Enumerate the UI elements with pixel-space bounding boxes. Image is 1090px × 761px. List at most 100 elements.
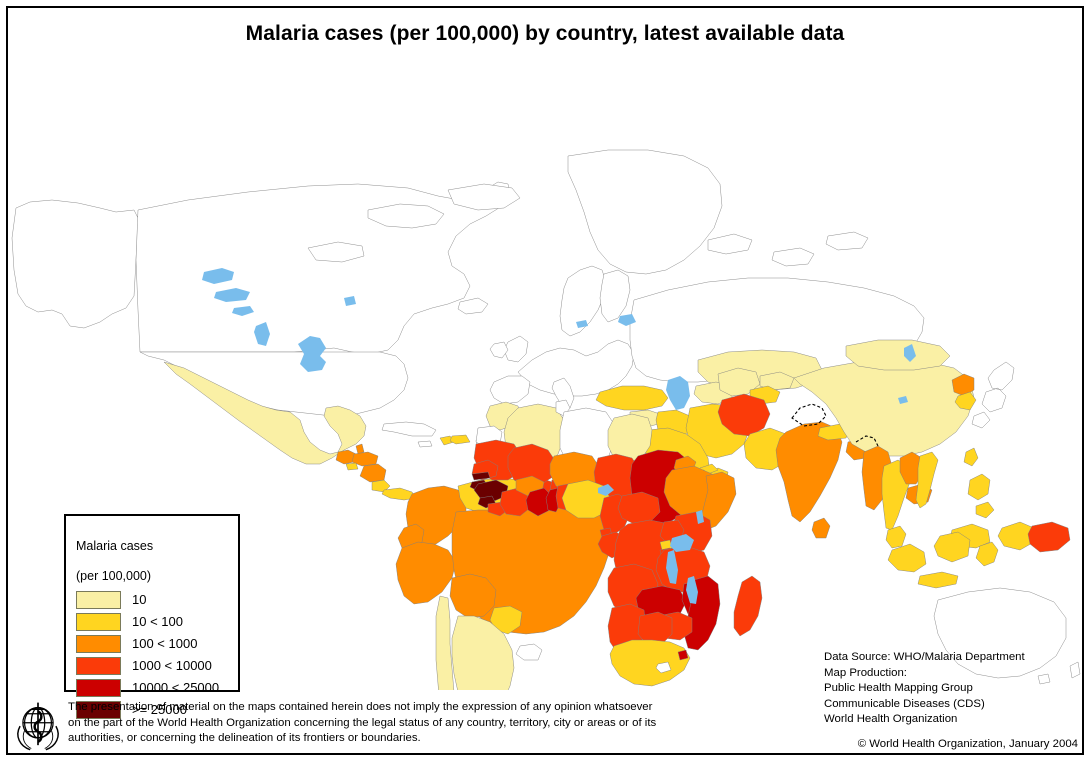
disputed-jammu-border (855, 435, 879, 447)
credits-text: Data Source: WHO/Malaria Department Map … (824, 650, 1076, 728)
region-east-asia (861, 344, 1081, 685)
legend-label: 1000 < 10000 (132, 658, 212, 673)
legend-label: 100 < 1000 (132, 636, 198, 651)
country-costa-rica (371, 479, 391, 493)
country-ghana (525, 487, 553, 517)
legend-swatch (76, 612, 121, 631)
disclaimer-text: The presentation of material on the maps… (68, 700, 668, 747)
country-guinea (473, 479, 509, 503)
lake-chad (598, 484, 614, 496)
legend-label: 10000 < 25000 (132, 680, 220, 695)
country-paraguay (489, 605, 523, 635)
legend-label: >= 25000 (132, 702, 187, 717)
lake-tanganyika (666, 550, 678, 584)
country-south-africa (609, 639, 691, 687)
legend-swatch (76, 700, 121, 719)
region-south-america (395, 477, 613, 690)
country-iceland (457, 297, 489, 315)
legend-label: 10 < 100 (132, 614, 183, 629)
country-jamaica (417, 440, 433, 448)
legend-row: 10000 < 25000 (76, 677, 238, 698)
legend-swatch (76, 634, 121, 653)
credits-line-2: Map Production: (824, 666, 907, 679)
country-philippines (967, 473, 995, 519)
country-tasmania (1037, 673, 1051, 685)
country-mongolia (845, 339, 951, 371)
country-new-zealand (1069, 661, 1081, 679)
country-argentina (451, 615, 515, 690)
credits-line-1: Data Source: WHO/Malaria Department (824, 651, 1025, 663)
country-australia (933, 587, 1067, 679)
country-sri-lanka (811, 517, 831, 539)
country-japan (971, 361, 1015, 429)
country-south-korea (954, 391, 977, 411)
map-legend: Malaria cases (per 100,000) 10 10 < 100 … (64, 514, 240, 719)
credits-line-4: Communicable Diseases (CDS) (824, 697, 985, 710)
legend-swatch (76, 590, 121, 609)
disputed-kashmir-border (791, 403, 827, 427)
lake-great-lakes (298, 336, 326, 372)
country-north-korea (951, 373, 975, 397)
lake-qinghai (898, 396, 908, 404)
lake-vanern (576, 320, 588, 328)
country-turkey (595, 385, 669, 411)
credits-line-5: World Health Organization (824, 713, 958, 726)
country-swaziland (677, 649, 689, 661)
legend-swatch (76, 656, 121, 675)
country-taiwan (963, 447, 979, 467)
who-logo-icon (17, 702, 59, 751)
country-iberia (489, 375, 531, 405)
country-ireland (489, 341, 509, 359)
country-dominican-republic (449, 434, 471, 445)
country-indonesia-papua (997, 521, 1035, 551)
country-chile (435, 595, 455, 690)
arctic-islands (307, 183, 521, 263)
legend-title-line2: (per 100,000) (76, 569, 152, 583)
lake-malawi (686, 576, 698, 604)
country-finland (599, 269, 631, 323)
region-central-america (163, 361, 516, 501)
legend-swatch (76, 678, 121, 697)
page-title: Malaria cases (per 100,000) by country, … (245, 22, 845, 45)
country-greenland (567, 149, 723, 275)
arctic-russia-islands (707, 231, 869, 267)
country-indonesia-kalimantan (933, 531, 971, 563)
country-botswana (637, 611, 673, 645)
legend-row: 100 < 1000 (76, 633, 238, 654)
legend-label: 10 (132, 592, 147, 607)
legend-row: 1000 < 10000 (76, 655, 238, 676)
country-belize (355, 443, 365, 455)
legend-row: 10 (76, 589, 238, 610)
legend-row: 10 < 100 (76, 611, 238, 632)
country-el-salvador (345, 462, 359, 471)
country-mexico (163, 361, 367, 465)
disclaimer-line-3: authorities, or concerning the delineati… (68, 732, 421, 745)
lake-turkana (696, 510, 704, 524)
country-cuba (381, 421, 437, 437)
disclaimer-line-2: on the part of the World Health Organiza… (68, 716, 657, 729)
region-south-asia (693, 339, 975, 539)
country-myanmar (861, 445, 893, 511)
scandinavia (559, 265, 607, 337)
country-indonesia-sulawesi (975, 541, 999, 567)
country-uruguay (515, 643, 543, 661)
region-north-america (11, 149, 723, 417)
country-kyrgyzstan (759, 371, 795, 391)
lake-winnipeg (254, 322, 270, 346)
lake-victoria (670, 534, 694, 552)
country-lesotho (655, 661, 672, 674)
legend-title-line1: Malaria cases (76, 539, 154, 553)
country-vietnam (915, 451, 939, 509)
country-peru (395, 541, 457, 605)
country-madagascar (733, 575, 763, 637)
lake-hudson-small (344, 296, 356, 306)
lake-athabasca (232, 306, 254, 316)
country-papua-new-guinea (1027, 521, 1071, 553)
country-bolivia (449, 573, 497, 619)
country-indonesia-sumatra (887, 543, 927, 573)
disclaimer-line-1: The presentation of material on the maps… (68, 701, 653, 713)
legend-title: Malaria cases (per 100,000) (76, 524, 238, 584)
lake-great-slave (214, 288, 250, 302)
country-malaysia-peninsula (885, 525, 907, 549)
